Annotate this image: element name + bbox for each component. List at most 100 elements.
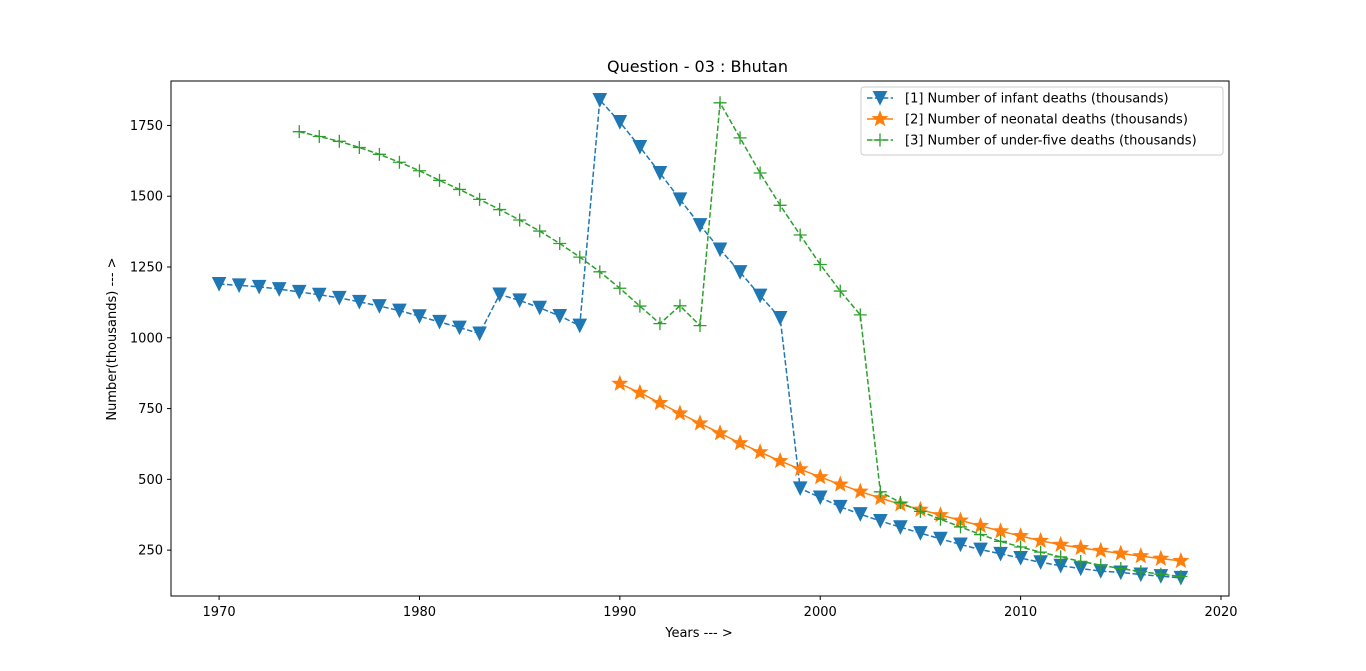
data-point xyxy=(1092,541,1110,558)
data-point xyxy=(611,374,629,391)
data-point xyxy=(1152,549,1170,566)
data-point xyxy=(671,404,689,421)
data-point xyxy=(791,460,809,477)
y-axis: 250 500 750 1000 1250 1500 1750 xyxy=(130,119,171,559)
data-point xyxy=(452,320,467,336)
data-point xyxy=(913,526,928,541)
y-tick-label: 750 xyxy=(138,402,163,417)
data-point xyxy=(733,131,747,145)
data-point xyxy=(512,293,527,309)
data-point xyxy=(533,224,547,238)
data-point xyxy=(993,546,1008,562)
data-point xyxy=(1112,544,1130,561)
legend-entry: [3] Number of under-five deaths (thousan… xyxy=(867,133,1197,149)
data-point xyxy=(831,475,849,492)
legend-marker xyxy=(873,133,887,147)
data-point xyxy=(693,319,707,333)
data-point xyxy=(291,284,307,300)
data-point xyxy=(1132,547,1150,564)
y-tick-label: 1750 xyxy=(130,119,163,134)
data-point xyxy=(893,496,907,510)
data-point xyxy=(211,276,227,292)
data-point xyxy=(612,115,628,130)
data-point xyxy=(953,537,968,553)
x-axis-label: Years --- > xyxy=(664,626,733,641)
data-point xyxy=(933,512,947,526)
data-point xyxy=(873,513,888,529)
data-point xyxy=(352,141,366,155)
data-point xyxy=(1094,558,1108,572)
data-point xyxy=(713,96,727,110)
legend-box xyxy=(860,86,1224,156)
legend-entry: [2] Number of neonatal deaths (thousands… xyxy=(867,110,1188,128)
data-point xyxy=(453,182,467,196)
data-point xyxy=(493,203,507,217)
data-point xyxy=(613,281,627,295)
data-point xyxy=(513,213,527,227)
data-point xyxy=(1072,538,1090,556)
legend: [1] Number of infant deaths (thousands) [… xyxy=(860,86,1224,156)
data-point xyxy=(873,485,887,499)
x-tick-label: 2020 xyxy=(1204,605,1237,620)
data-point xyxy=(1012,527,1030,544)
data-point xyxy=(553,237,567,251)
chart-title: Question - 03 : Bhutan xyxy=(607,57,788,76)
data-point xyxy=(994,534,1008,548)
x-tick-label: 2000 xyxy=(804,605,837,620)
data-point xyxy=(793,228,807,242)
data-point xyxy=(412,164,426,178)
legend-marker xyxy=(872,91,888,106)
plot-area xyxy=(211,92,1190,586)
data-point xyxy=(792,481,808,497)
data-point xyxy=(1052,535,1070,552)
x-tick-label: 2010 xyxy=(1004,605,1037,620)
series-number-of-under-five-deaths-thousands xyxy=(292,96,1188,583)
data-point xyxy=(852,507,868,522)
data-point xyxy=(673,299,687,313)
data-point xyxy=(492,287,507,303)
data-point xyxy=(753,166,767,180)
data-point xyxy=(392,155,406,169)
data-point xyxy=(392,303,407,319)
data-point xyxy=(433,173,447,187)
data-point xyxy=(1074,554,1088,568)
x-axis: 1970 1980 1990 2000 2010 2020 xyxy=(203,596,1238,620)
data-point xyxy=(271,282,287,297)
data-point xyxy=(811,468,829,485)
data-point xyxy=(813,257,827,271)
legend-entry: [1] Number of infant deaths (thousands) xyxy=(867,91,1169,107)
data-point xyxy=(1174,569,1188,583)
data-point xyxy=(731,434,749,451)
data-point xyxy=(312,129,326,143)
x-tick-label: 1990 xyxy=(603,605,636,620)
data-point xyxy=(1054,550,1068,564)
plot-frame xyxy=(170,80,1230,597)
data-point xyxy=(751,443,769,460)
data-point xyxy=(1172,551,1190,569)
data-point xyxy=(372,147,386,161)
data-point xyxy=(913,504,927,518)
y-axis-label: Number(thousands) --- > xyxy=(105,257,120,420)
data-point xyxy=(631,383,649,400)
y-tick-label: 1500 xyxy=(130,190,163,205)
data-point xyxy=(933,531,948,547)
data-point xyxy=(372,299,387,314)
data-point xyxy=(231,278,247,294)
legend-label: [1] Number of infant deaths (thousands) xyxy=(905,92,1169,107)
data-point xyxy=(552,308,568,324)
data-point xyxy=(833,284,847,298)
data-point xyxy=(593,265,607,279)
series-number-of-neonatal-deaths-thousands xyxy=(611,374,1190,569)
data-point xyxy=(332,134,346,148)
data-point xyxy=(851,482,869,499)
data-point xyxy=(711,424,729,441)
data-point xyxy=(992,522,1010,539)
series-line xyxy=(299,100,1181,578)
data-point xyxy=(332,290,347,306)
y-tick-label: 1250 xyxy=(130,261,163,276)
data-point xyxy=(712,242,728,258)
y-tick-label: 1000 xyxy=(130,331,163,346)
data-point xyxy=(1032,531,1050,548)
data-point xyxy=(592,92,608,108)
data-point xyxy=(893,520,908,535)
